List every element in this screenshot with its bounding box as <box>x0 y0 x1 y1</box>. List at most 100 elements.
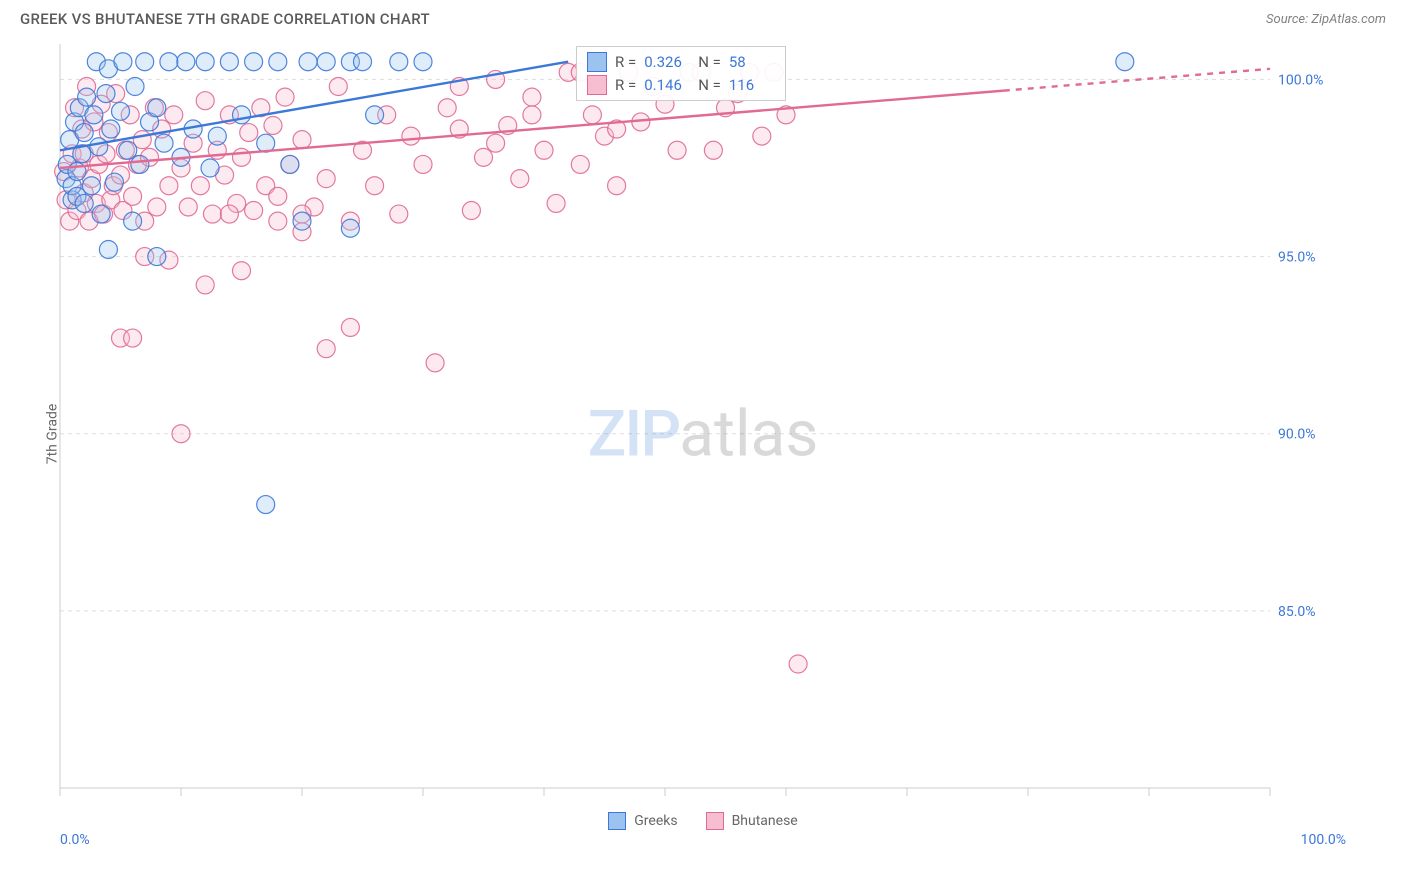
scatter-point <box>90 138 108 156</box>
y-axis-tick-label: 100.0% <box>1278 72 1323 88</box>
scatter-point <box>177 53 195 71</box>
correlation-stats-box: R =0.326N =58R =0.146N =116 <box>576 46 786 101</box>
scatter-point <box>462 202 480 220</box>
scatter-chart-svg: 85.0% 90.0% 95.0% 100.0% <box>20 34 1340 834</box>
y-axis-tick-label: 85.0% <box>1278 604 1316 620</box>
scatter-point <box>148 248 166 266</box>
scatter-point <box>438 99 456 117</box>
scatter-point <box>92 205 110 223</box>
scatter-point <box>179 198 197 216</box>
scatter-point <box>136 53 154 71</box>
scatter-point <box>704 141 722 159</box>
scatter-point <box>317 53 335 71</box>
stats-n-value: 58 <box>729 51 775 74</box>
scatter-point <box>124 212 142 230</box>
legend-swatch <box>706 812 724 830</box>
scatter-point <box>414 53 432 71</box>
scatter-point <box>281 155 299 173</box>
scatter-point <box>131 155 149 173</box>
scatter-point <box>366 106 384 124</box>
scatter-point <box>119 141 137 159</box>
scatter-point <box>523 88 541 106</box>
stats-r-value: 0.326 <box>644 51 690 74</box>
scatter-point <box>1116 53 1134 71</box>
scatter-point <box>102 120 120 138</box>
scatter-point <box>269 187 287 205</box>
y-axis-label: 7th Grade <box>44 404 60 465</box>
scatter-point <box>414 155 432 173</box>
scatter-point <box>269 212 287 230</box>
scatter-point <box>160 177 178 195</box>
scatter-point <box>208 127 226 145</box>
scatter-point <box>523 106 541 124</box>
scatter-point <box>245 53 263 71</box>
scatter-point <box>160 53 178 71</box>
scatter-point <box>475 148 493 166</box>
scatter-point <box>426 354 444 372</box>
scatter-point <box>341 219 359 237</box>
scatter-point <box>535 141 553 159</box>
legend-swatch <box>608 812 626 830</box>
scatter-point <box>78 88 96 106</box>
scatter-point <box>264 116 282 134</box>
scatter-point <box>233 148 251 166</box>
scatter-point <box>547 194 565 212</box>
scatter-point <box>753 127 771 145</box>
chart-title: GREEK VS BHUTANESE 7TH GRADE CORRELATION… <box>20 10 430 28</box>
scatter-point <box>402 127 420 145</box>
scatter-point <box>124 187 142 205</box>
source-attribution: Source: ZipAtlas.com <box>1266 12 1386 27</box>
scatter-point <box>148 99 166 117</box>
scatter-point <box>789 655 807 673</box>
scatter-point <box>97 85 115 103</box>
scatter-point <box>608 177 626 195</box>
scatter-point <box>112 102 130 120</box>
scatter-point <box>317 170 335 188</box>
y-axis-tick-label: 90.0% <box>1278 427 1316 443</box>
scatter-point <box>114 53 132 71</box>
scatter-point <box>257 496 275 514</box>
scatter-point <box>276 88 294 106</box>
scatter-point <box>196 276 214 294</box>
scatter-point <box>85 106 103 124</box>
chart-area: 7th Grade 85.0%90.0%95.0%100.0% ZIPatlas… <box>20 34 1386 834</box>
x-axis-max-label: 100.0% <box>1301 832 1346 848</box>
scatter-point <box>126 78 144 96</box>
scatter-point <box>245 202 263 220</box>
scatter-point <box>82 177 100 195</box>
scatter-point <box>293 212 311 230</box>
stats-n-label: N = <box>698 51 721 74</box>
scatter-point <box>329 78 347 96</box>
scatter-point <box>99 240 117 258</box>
stats-row: R = 0.326 N = 58 <box>587 51 775 74</box>
scatter-point <box>390 53 408 71</box>
legend-item: Greeks <box>608 812 677 830</box>
legend-item: Bhutanese <box>706 812 798 830</box>
stats-r-value: 0.146 <box>644 74 690 97</box>
stats-n-label: N = <box>698 74 721 97</box>
stats-swatch <box>587 52 607 72</box>
scatter-point <box>668 141 686 159</box>
scatter-point <box>75 124 93 142</box>
scatter-point <box>583 106 601 124</box>
scatter-point <box>203 205 221 223</box>
scatter-point <box>220 53 238 71</box>
scatter-point <box>341 318 359 336</box>
scatter-point <box>487 134 505 152</box>
scatter-point <box>233 262 251 280</box>
stats-r-label: R = <box>615 51 636 74</box>
scatter-point <box>165 106 183 124</box>
scatter-point <box>366 177 384 195</box>
scatter-point <box>124 329 142 347</box>
scatter-point <box>299 53 317 71</box>
scatter-point <box>240 124 258 142</box>
scatter-point <box>220 205 238 223</box>
legend-label: Greeks <box>634 813 677 829</box>
scatter-point <box>390 205 408 223</box>
scatter-point <box>354 53 372 71</box>
stats-swatch <box>587 75 607 95</box>
x-axis-min-label: 0.0% <box>60 832 90 848</box>
scatter-point <box>191 177 209 195</box>
legend: Greeks Bhutanese <box>20 812 1386 830</box>
y-axis-tick-label: 95.0% <box>1278 250 1316 266</box>
